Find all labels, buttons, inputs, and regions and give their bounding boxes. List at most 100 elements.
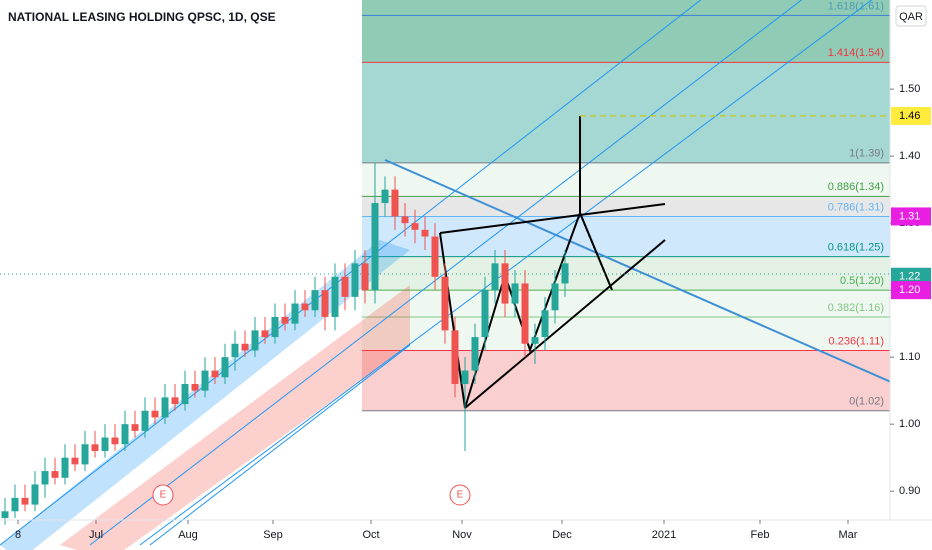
candle-body [511,283,519,304]
fib-zone [362,196,890,217]
channel-line [139,0,873,546]
fib-zone [362,0,890,16]
candle-body [171,397,179,405]
fib-label: 0.382(1.16) [828,302,884,314]
fib-label: 1(1.39) [849,148,884,160]
candle-body [421,229,429,237]
fib-label: 0.618(1.25) [828,242,884,254]
candle-body [271,316,279,338]
candle-body [441,276,449,331]
candle-body [21,497,29,505]
x-tick-label: Oct [362,529,379,541]
candle-body [211,370,219,378]
candle-body [141,410,149,431]
candle-body [31,484,39,505]
y-tick-label: 1.40 [899,150,920,162]
fib-zone [362,290,890,317]
fib-zones: 0(1.02) 0.236(1.11) 0.382(1.16) 0.5(1.20) 0.… [362,0,890,412]
fib-label: 0.236(1.11) [829,335,884,347]
candle-body [1,511,9,518]
x-tick-label: Aug [178,529,198,541]
candle-body [491,263,499,291]
x-tick-label: Mar [839,529,858,541]
neckline [439,203,666,234]
earnings-marker [449,484,471,506]
fib-label: 0.5(1.20) [840,275,884,287]
fib-zone [362,350,890,411]
trend-line [384,159,932,401]
candle-body [41,471,49,485]
support [464,239,666,409]
candle-body [301,303,309,311]
candle-body [351,263,359,297]
candle-body [221,357,229,378]
fib-label: 0(1.02) [849,396,884,408]
fib-label: 0.886(1.34) [828,181,884,193]
candle-body [451,330,459,384]
candle-body [461,370,469,384]
candle-body [331,276,339,317]
candle-body [561,263,569,284]
candle-body [481,290,489,338]
fib-zone [362,162,890,197]
candle-body [71,457,79,465]
earnings-marker [152,484,174,506]
x-tick-label: Jul [89,529,103,541]
candle-body [121,424,129,445]
candle-body [411,223,419,230]
candle-body [91,444,99,451]
candle-body [151,410,159,418]
y-tick-label: 0.90 [899,485,920,497]
candle-body [101,437,109,451]
candle-body [541,310,549,338]
currency-box[interactable] [895,5,927,27]
candle-body [201,370,209,391]
candle-body [311,290,319,311]
candle-body [471,337,479,371]
candle-body [251,330,259,351]
candle-body [51,471,59,478]
candle-body [501,263,509,304]
candle-body [531,337,539,344]
x-tick-label: Sep [263,529,283,541]
fib-zone [362,216,890,257]
y-tick-label: 1.50 [899,83,920,95]
candle-body [391,189,399,217]
candle-body [431,236,439,277]
candle-body [281,316,289,324]
candle-body [111,437,119,445]
y-tick-label: 1.00 [899,418,920,430]
price-badge-label: 1.22 [899,271,920,283]
price-badge-label: 1.20 [899,284,920,296]
fib-label: 1.414(1.54) [828,47,884,59]
chart-title: NATIONAL LEASING HOLDING QPSC, 1D, QSE [8,10,276,24]
candle-body [551,283,559,311]
fib-zone [362,62,890,163]
candle-body [181,383,189,405]
x-tick-label: Nov [452,529,472,541]
y-tick-label: 1.10 [899,351,920,363]
currency: QAR [899,11,923,23]
candle-body [381,189,389,204]
price-badge [891,281,931,300]
earnings-label: E [160,490,167,501]
candles [1,162,569,525]
candle-body [81,444,89,465]
candle-body [161,397,169,418]
price-badge [891,207,931,226]
channel-line [149,344,411,546]
x-tick-label: 8 [15,529,21,541]
x-tick-label: Feb [751,529,770,541]
channel-lower [60,285,410,550]
x-tick-label: Dec [552,529,572,541]
earnings-label: E [457,490,464,501]
price-badge [891,106,931,125]
candle-body [261,330,269,338]
candle-body [191,383,199,391]
projection [579,212,613,291]
fib-zone [362,316,890,351]
channel-line [89,0,803,546]
fib-zone [362,15,890,63]
